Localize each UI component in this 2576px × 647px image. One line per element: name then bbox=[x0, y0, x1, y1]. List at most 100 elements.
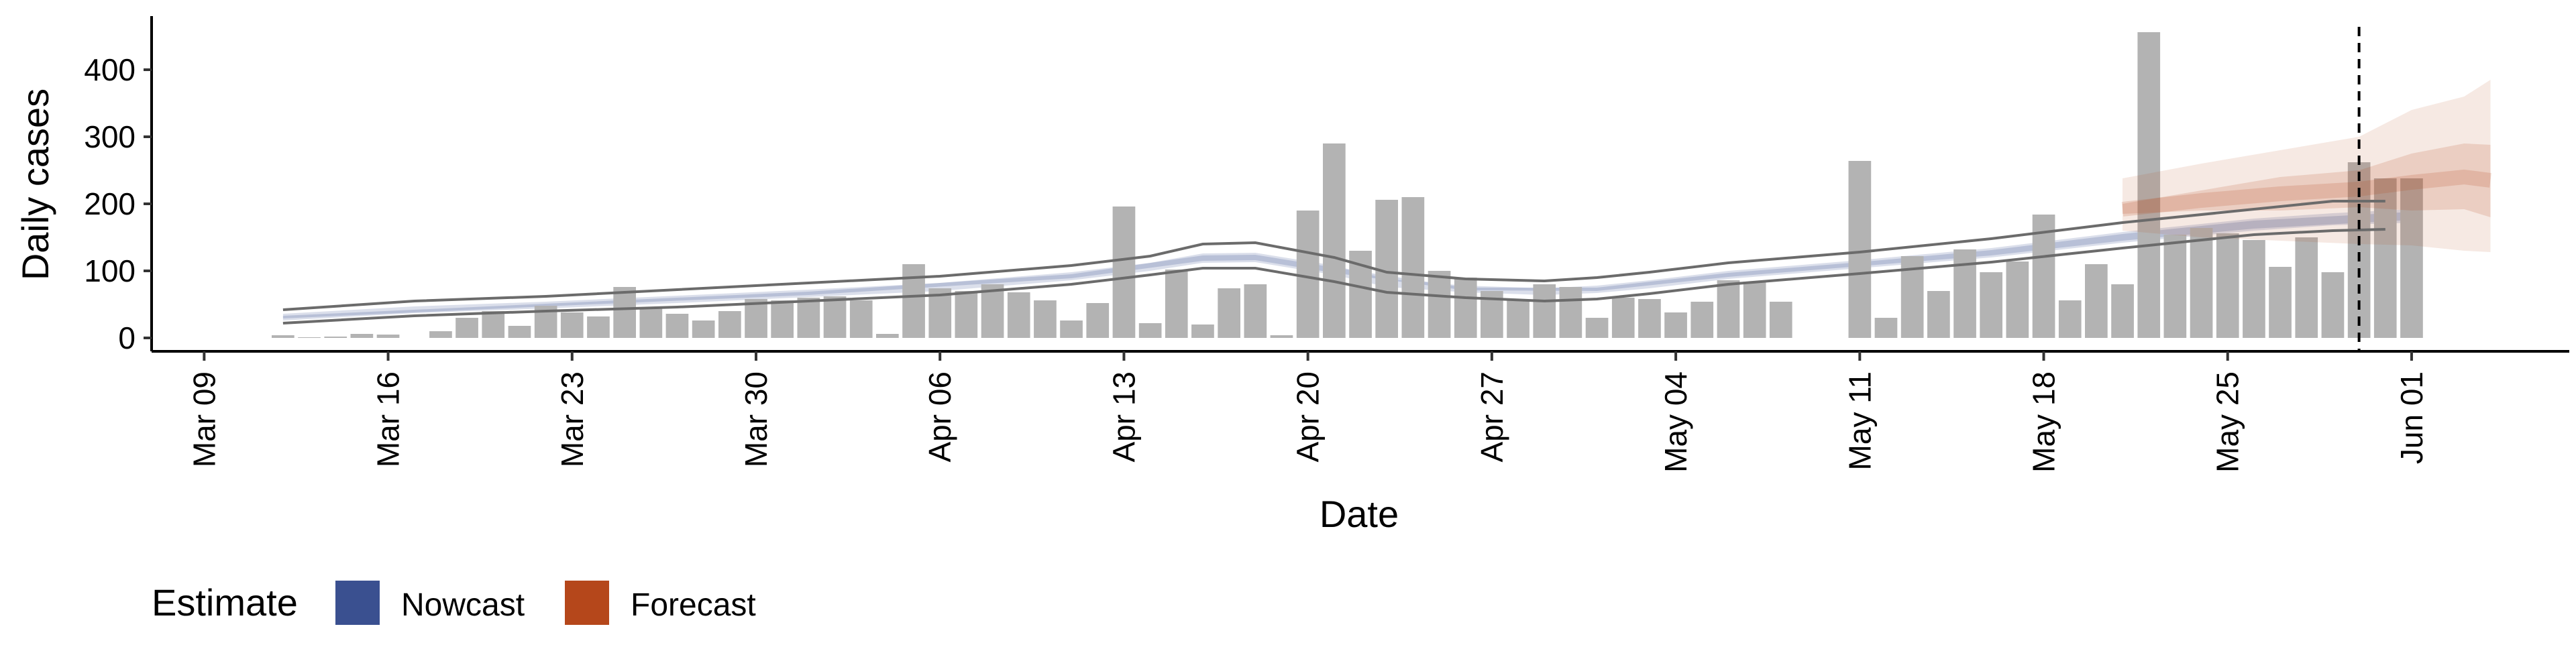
bar bbox=[902, 264, 925, 338]
bar bbox=[1138, 323, 1162, 338]
x-tick-label: Mar 23 bbox=[555, 371, 590, 467]
bar bbox=[587, 316, 610, 338]
bar bbox=[2137, 32, 2161, 338]
x-tick-label: Apr 06 bbox=[922, 371, 957, 463]
y-tick-label: 300 bbox=[84, 119, 136, 154]
estimate-lower-line bbox=[282, 228, 2385, 325]
forecast-band-inner bbox=[2123, 143, 2491, 217]
bar bbox=[376, 335, 400, 338]
bar bbox=[298, 337, 321, 338]
bar bbox=[2243, 240, 2265, 338]
bar bbox=[2373, 178, 2397, 338]
bar bbox=[1611, 298, 1635, 338]
x-tick-label: Mar 09 bbox=[186, 371, 221, 467]
legend: Estimate Nowcast Forecast bbox=[152, 581, 756, 625]
axes-layer: 0 100 200 300 400 Mar 09 Mar 16 Mar 23 Mar 30 Apr… bbox=[84, 16, 2569, 473]
x-tick-label: Mar 30 bbox=[739, 371, 773, 467]
bar bbox=[2032, 215, 2055, 338]
bar bbox=[876, 334, 899, 338]
bar bbox=[324, 337, 347, 338]
legend-swatch-forecast bbox=[565, 581, 609, 625]
lines-layer bbox=[282, 27, 2385, 351]
x-tick-label: Jun 01 bbox=[2394, 371, 2429, 464]
x-tick-label: Mar 16 bbox=[371, 371, 406, 467]
bar bbox=[1690, 302, 1714, 338]
bar bbox=[508, 326, 531, 338]
legend-swatch-nowcast bbox=[335, 581, 380, 625]
bar bbox=[1270, 335, 1293, 338]
bar bbox=[1060, 320, 1083, 338]
nowcast-band-outer bbox=[282, 209, 2412, 320]
bar bbox=[1296, 211, 1320, 338]
bar bbox=[1112, 207, 1136, 338]
x-tick-label: May 25 bbox=[2210, 371, 2245, 473]
bar bbox=[1743, 282, 1766, 338]
bar bbox=[1191, 325, 1214, 338]
bar bbox=[429, 331, 452, 338]
bar bbox=[639, 307, 663, 338]
bar bbox=[1559, 287, 1582, 338]
bar bbox=[1401, 197, 1425, 338]
bar bbox=[2295, 237, 2318, 338]
x-tick-label: Apr 20 bbox=[1291, 371, 1326, 463]
bar bbox=[2216, 233, 2239, 338]
bar bbox=[560, 312, 584, 338]
x-axis-title: Date bbox=[1320, 493, 1399, 535]
bar bbox=[1585, 318, 1609, 338]
bar bbox=[482, 311, 505, 338]
bar bbox=[1874, 318, 1898, 338]
bar bbox=[1323, 143, 1346, 338]
bar bbox=[823, 296, 847, 338]
bar bbox=[849, 300, 873, 338]
x-tick-label: May 04 bbox=[1658, 371, 1693, 473]
bar bbox=[2163, 235, 2187, 338]
y-tick-label: 100 bbox=[84, 253, 136, 288]
bar bbox=[2111, 284, 2134, 338]
x-tick-label: May 11 bbox=[1842, 371, 1877, 470]
bar bbox=[797, 298, 820, 338]
bar bbox=[692, 320, 715, 338]
bar bbox=[2400, 178, 2423, 338]
bar bbox=[1927, 291, 1950, 338]
legend-title: Estimate bbox=[152, 581, 298, 624]
y-tick-label: 0 bbox=[118, 320, 136, 355]
bar bbox=[1980, 272, 2002, 338]
bands-layer bbox=[282, 209, 2412, 320]
bar bbox=[613, 287, 636, 338]
bars-layer bbox=[272, 32, 2423, 338]
bar bbox=[1034, 300, 1057, 338]
bar bbox=[2269, 267, 2292, 338]
x-tick-label: Apr 13 bbox=[1106, 371, 1141, 463]
bar bbox=[981, 284, 1004, 338]
bar bbox=[1007, 292, 1030, 338]
bar bbox=[1454, 278, 1477, 338]
bar bbox=[955, 291, 978, 338]
bar bbox=[350, 334, 374, 338]
bar bbox=[771, 300, 794, 338]
y-tick-label: 200 bbox=[84, 186, 136, 221]
bar bbox=[665, 314, 689, 338]
bar bbox=[2085, 264, 2108, 338]
x-tick-label: May 18 bbox=[2027, 371, 2061, 473]
bar bbox=[1086, 303, 1110, 338]
bar bbox=[1638, 299, 1661, 338]
y-axis-title: Daily cases bbox=[14, 89, 56, 280]
bar bbox=[1664, 312, 1687, 338]
y-tick-label: 400 bbox=[84, 52, 136, 87]
bar bbox=[745, 299, 767, 338]
bar bbox=[1428, 271, 1451, 338]
nowcast-band-inner bbox=[282, 212, 2412, 318]
bar bbox=[2321, 272, 2345, 338]
bar bbox=[1244, 284, 1267, 338]
bar bbox=[2058, 300, 2082, 338]
bar bbox=[1507, 299, 1529, 338]
bar bbox=[1165, 270, 1188, 338]
bar bbox=[455, 318, 478, 338]
bar bbox=[1218, 288, 1240, 338]
bar bbox=[272, 335, 294, 338]
bar bbox=[1533, 284, 1556, 338]
bar bbox=[1769, 302, 1792, 338]
bar bbox=[1848, 161, 1872, 338]
